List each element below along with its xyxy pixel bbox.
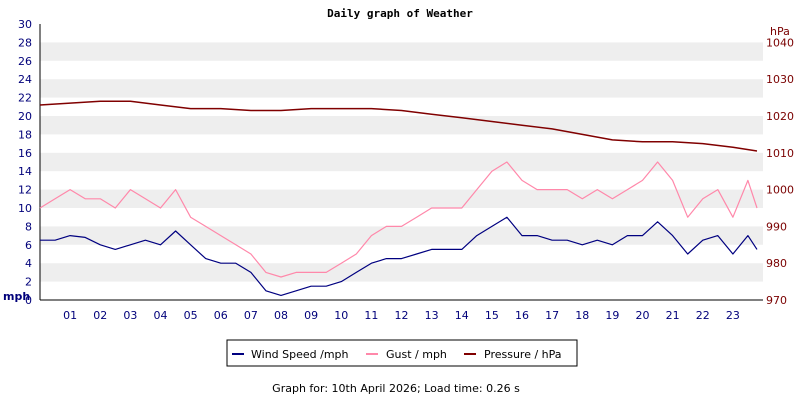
x-tick-label: 13 (425, 309, 439, 322)
left-tick-label: 2 (25, 276, 32, 289)
right-tick-label: 1030 (766, 73, 794, 86)
x-tick-label: 22 (696, 309, 710, 322)
x-tick-label: 07 (244, 309, 258, 322)
right-axis-unit: hPa (770, 25, 790, 38)
x-tick-label: 16 (515, 309, 529, 322)
plot-background (39, 24, 763, 301)
left-tick-label: 26 (18, 55, 32, 68)
right-tick-label: 1020 (766, 110, 794, 123)
chart-title: Daily graph of Weather (327, 7, 473, 20)
x-tick-label: 06 (214, 309, 228, 322)
x-tick-label: 03 (123, 309, 137, 322)
grid-band (40, 79, 763, 98)
x-tick-label: 15 (485, 309, 499, 322)
right-tick-label: 1000 (766, 184, 794, 197)
right-tick-label: 980 (766, 257, 787, 270)
x-tick-label: 12 (395, 309, 409, 322)
left-tick-label: 28 (18, 36, 32, 49)
left-tick-label: 30 (18, 18, 32, 31)
x-tick-label: 01 (63, 309, 77, 322)
x-tick-label: 19 (605, 309, 619, 322)
x-tick-label: 02 (93, 309, 107, 322)
grid-band (40, 42, 763, 61)
grid-band (40, 263, 763, 282)
right-tick-label: 1040 (766, 36, 794, 49)
legend: Wind Speed /mph Gust / mph Pressure / hP… (226, 339, 578, 367)
legend-label-gust: Gust / mph (386, 348, 447, 361)
pressure-line (39, 100, 758, 152)
left-tick-label: 22 (18, 92, 32, 105)
legend-label-wind: Wind Speed /mph (251, 348, 349, 361)
gust-line (39, 161, 758, 278)
left-tick-label: 24 (18, 73, 32, 86)
left-tick-label: 12 (18, 184, 32, 197)
series-layer (39, 100, 758, 296)
footer-text: Graph for: 10th April 2026; Load time: 0… (272, 382, 520, 395)
x-axis-ticks: 01 02 03 04 05 06 07 08 09 10 11 12 13 14 15 16 17 18 19 20… (63, 309, 740, 322)
wind-speed-line (40, 216, 758, 296)
x-tick-label: 08 (274, 309, 288, 322)
x-tick-label: 21 (666, 309, 680, 322)
grid-band (40, 226, 763, 245)
x-tick-label: 05 (184, 309, 198, 322)
right-tick-label: 1010 (766, 147, 794, 160)
grid-band (40, 152, 763, 172)
grid-band (40, 116, 763, 135)
x-tick-label: 18 (575, 309, 589, 322)
x-tick-label: 04 (154, 309, 168, 322)
left-tick-label: 18 (18, 128, 32, 141)
x-tick-label: 10 (334, 309, 348, 322)
left-tick-label: 6 (25, 239, 32, 252)
left-tick-label: 16 (18, 147, 32, 160)
left-tick-label: 10 (18, 202, 32, 215)
left-tick-label: 20 (18, 110, 32, 123)
left-tick-label: 4 (25, 257, 32, 270)
x-tick-label: 14 (455, 309, 469, 322)
legend-box (226, 339, 578, 367)
right-tick-label: 990 (766, 220, 787, 233)
left-tick-label: 14 (18, 165, 32, 178)
x-tick-label: 09 (304, 309, 318, 322)
x-tick-label: 20 (636, 309, 650, 322)
legend-label-pressure: Pressure / hPa (484, 348, 562, 361)
right-axis-ticks: 970 980 990 1000 1010 1020 1030 1040 (766, 36, 794, 307)
grid-band (40, 189, 763, 208)
x-tick-label: 11 (364, 309, 378, 322)
left-tick-label: 0 (25, 294, 32, 307)
left-tick-label: 8 (25, 220, 32, 233)
right-tick-label: 970 (766, 294, 787, 307)
x-tick-label: 23 (726, 309, 740, 322)
left-axis-unit: mph (3, 290, 30, 303)
x-tick-label: 17 (545, 309, 559, 322)
